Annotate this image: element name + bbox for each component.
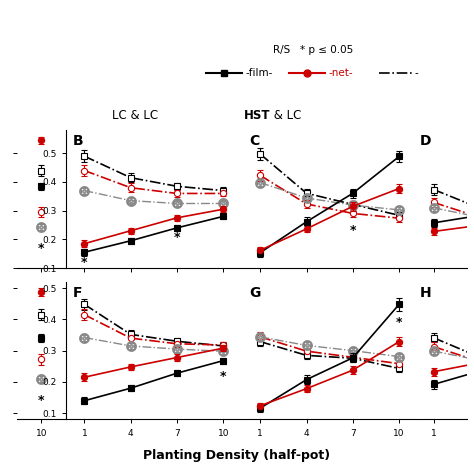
Text: -: - [415,68,419,79]
Text: -film-: -film- [246,68,273,79]
Text: B: B [73,135,83,148]
Text: *: * [350,224,356,237]
Text: *: * [396,316,402,328]
Text: & LC: & LC [270,109,301,122]
Text: *: * [81,256,88,269]
Text: H: H [419,286,431,300]
Text: C: C [249,135,259,148]
Text: Planting Density (half-pot): Planting Density (half-pot) [144,449,330,462]
Text: *: * [173,231,180,245]
Text: D: D [419,135,431,148]
Text: -net-: -net- [328,68,353,79]
Text: *: * [220,370,227,383]
Text: LC & LC: LC & LC [112,109,158,122]
Text: HST: HST [244,109,270,122]
Text: *: * [38,394,45,407]
Text: R/S   * p ≤ 0.05: R/S * p ≤ 0.05 [273,45,353,55]
Text: F: F [73,286,82,300]
Text: G: G [249,286,260,300]
Text: *: * [38,242,45,255]
